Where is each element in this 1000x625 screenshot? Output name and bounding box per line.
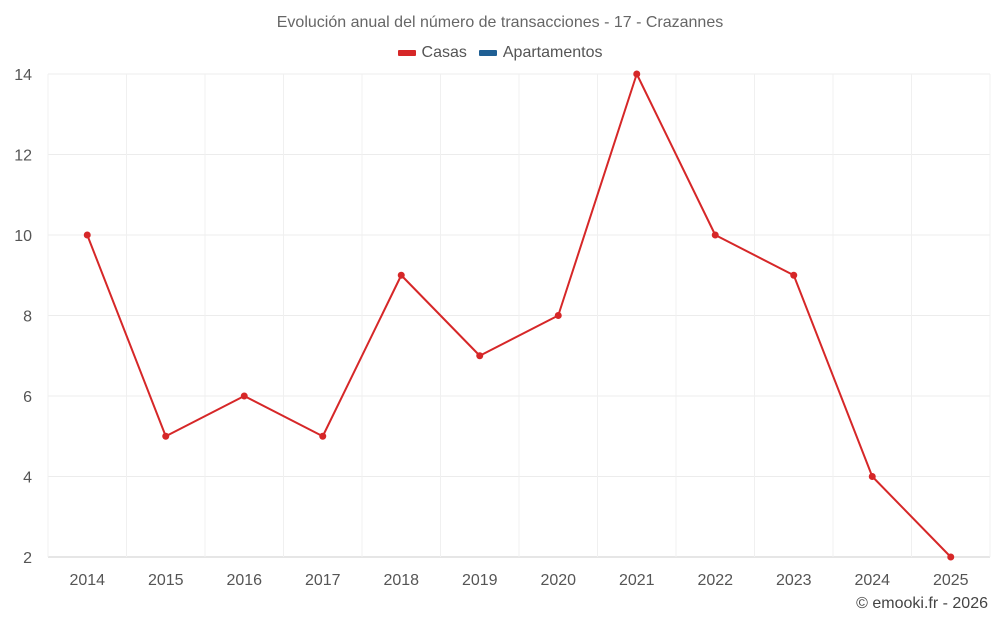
x-tick-label: 2018 — [383, 572, 419, 589]
x-tick-label: 2025 — [933, 572, 969, 589]
data-point-casas — [83, 231, 91, 239]
data-point-casas — [240, 392, 248, 400]
y-tick-label: 4 — [23, 470, 32, 487]
legend-swatch-casas — [397, 50, 416, 56]
legend-item-casas[interactable]: Casas — [397, 44, 467, 62]
x-tick-label: 2014 — [69, 572, 105, 589]
data-point-casas — [319, 432, 327, 440]
credit-text: © emooki.fr - 2026 — [856, 595, 988, 612]
data-point-casas — [397, 271, 405, 279]
data-point-casas — [947, 553, 955, 561]
x-tick-label: 2022 — [697, 572, 733, 589]
data-point-casas — [633, 70, 641, 78]
chart-title: Evolución anual del número de transaccio… — [276, 14, 724, 31]
data-point-casas — [790, 271, 798, 279]
legend: Casas Apartamentos — [0, 44, 1000, 62]
legend-label-casas: Casas — [421, 44, 467, 61]
data-point-casas — [711, 231, 719, 239]
y-tick-label: 12 — [14, 148, 32, 165]
y-tick-label: 14 — [14, 67, 32, 84]
x-tick-label: 2019 — [462, 572, 498, 589]
x-tick-label: 2021 — [619, 572, 655, 589]
x-tick-label: 2016 — [226, 572, 262, 589]
series-line-casas — [86, 73, 952, 558]
y-tick-label: 2 — [23, 550, 32, 567]
legend-swatch-apartamentos — [478, 50, 497, 56]
x-tick-label: 2024 — [854, 572, 890, 589]
data-point-casas — [162, 432, 170, 440]
y-tick-label: 6 — [23, 389, 32, 406]
legend-item-apartamentos[interactable]: Apartamentos — [478, 44, 603, 62]
legend-label-apartamentos: Apartamentos — [502, 44, 603, 61]
x-tick-label: 2023 — [776, 572, 812, 589]
data-point-casas — [554, 312, 562, 319]
x-tick-label: 2015 — [148, 572, 184, 589]
y-tick-label: 8 — [23, 309, 32, 326]
x-tick-label: 2020 — [540, 572, 576, 589]
data-point-casas — [476, 352, 484, 360]
y-tick-label: 10 — [14, 228, 32, 245]
data-point-casas — [868, 473, 876, 480]
x-tick-label: 2017 — [305, 572, 341, 589]
